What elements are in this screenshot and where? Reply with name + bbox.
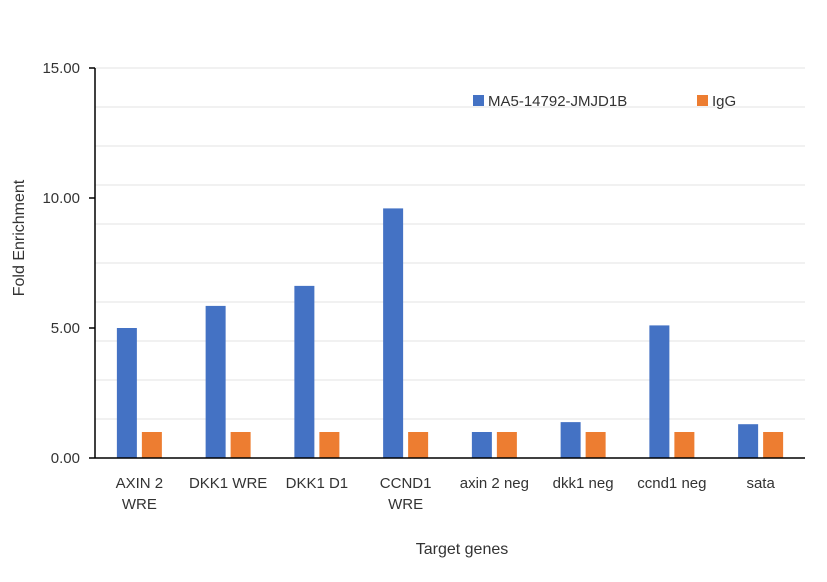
x-tick-label: CCND1 xyxy=(380,475,432,492)
grid-lines xyxy=(95,67,805,420)
x-tick-label: WRE xyxy=(388,496,423,513)
bar-igg xyxy=(585,432,606,458)
bar-igg xyxy=(319,432,340,458)
x-tick-label: WRE xyxy=(122,496,157,513)
bar-igg xyxy=(763,432,784,458)
bar-igg xyxy=(230,432,251,458)
x-tick-label: AXIN 2 xyxy=(116,475,164,492)
x-axis-label: Target genes xyxy=(416,541,509,558)
bar-primary xyxy=(738,424,759,458)
bar-primary xyxy=(560,422,581,458)
y-tick-label: 15.00 xyxy=(42,60,80,77)
legend-label: IgG xyxy=(712,93,736,110)
y-axis-label: Fold Enrichment xyxy=(11,179,28,296)
legend-swatch xyxy=(473,95,484,106)
bar-primary xyxy=(383,208,404,458)
x-tick-label: axin 2 neg xyxy=(460,475,529,492)
bar-igg xyxy=(408,432,429,458)
y-tick-label: 0.00 xyxy=(51,450,80,467)
x-tick-label: ccnd1 neg xyxy=(637,475,706,492)
bar-primary xyxy=(116,328,137,458)
bar-primary xyxy=(471,432,492,458)
bar-igg xyxy=(496,432,517,458)
bar-primary xyxy=(649,325,670,458)
bar-igg xyxy=(141,432,162,458)
legend: MA5-14792-JMJD1B IgG xyxy=(473,93,736,110)
bar-primary xyxy=(205,305,226,458)
x-tick-label: dkk1 neg xyxy=(553,475,614,492)
bar-primary xyxy=(294,285,315,458)
x-tick-labels: AXIN 2 WRE DKK1 WRE DKK1 D1 CCND1 WRE axin 2 n… xyxy=(116,475,776,513)
x-tick-label: DKK1 WRE xyxy=(189,475,267,492)
bars xyxy=(116,208,784,458)
x-tick-label: DKK1 D1 xyxy=(286,475,349,492)
y-tick-label: 5.00 xyxy=(51,320,80,337)
y-tick-label: 10.00 xyxy=(42,190,80,207)
x-tick-label: sata xyxy=(746,475,775,492)
legend-swatch xyxy=(697,95,708,106)
axes xyxy=(94,68,805,459)
bar-igg xyxy=(674,432,695,458)
y-tick-labels: 0.00 5.00 10.00 15.00 xyxy=(42,60,95,467)
legend-label: MA5-14792-JMJD1B xyxy=(488,93,627,110)
